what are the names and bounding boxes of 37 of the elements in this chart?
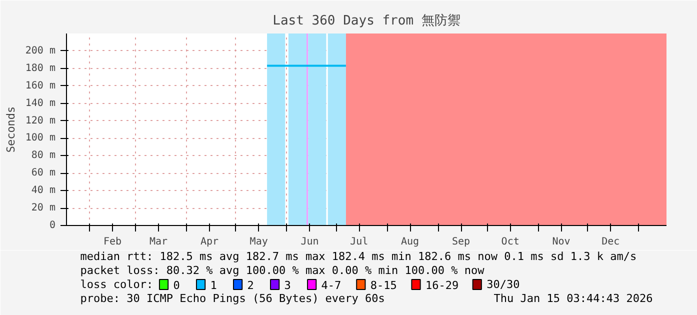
x-tick-label: Sep	[452, 236, 470, 248]
text: probe: 30 ICMP Echo Pings (56 Bytes) every 60s	[80, 292, 385, 305]
x-tick-label: Jun	[300, 236, 319, 248]
x-tick-label: Mar	[150, 236, 168, 248]
text: packet loss: 80.32 % avg 100.00 % max 0.00 % min 100.00 % now	[80, 264, 485, 277]
y-tick-label: 140 m	[25, 98, 56, 109]
y-tick-label: 180 m	[25, 62, 56, 74]
legend-label: 16-29	[425, 279, 459, 292]
y-tick-label: 40 m	[31, 185, 56, 196]
x-tick-label: Oct	[501, 236, 520, 248]
legend-label: 8-15	[370, 279, 397, 292]
y-tick-label: 200 m	[25, 45, 56, 56]
x-tick-label: Nov	[552, 236, 570, 248]
y-tick-label: 20 m	[31, 202, 56, 214]
y-tick-label: 80 m	[31, 150, 56, 162]
y-tick-label: 160 m	[25, 80, 56, 92]
text: Thu Jan 15 03:44:43 2026	[494, 292, 653, 305]
y-tick-label: 60 m	[31, 168, 56, 179]
legend-label: 30/30	[486, 278, 520, 291]
x-tick-label: Jul	[350, 236, 368, 248]
x-tick-label: Dec	[602, 236, 620, 248]
x-tick-label: Aug	[401, 236, 420, 248]
x-tick-label: May	[250, 236, 268, 248]
y-axis-title: Seconds	[4, 106, 18, 153]
legend-title: loss color:	[80, 278, 154, 291]
legend-label: 4-7	[321, 279, 342, 292]
y-tick-label: 120 m	[25, 115, 56, 126]
legend-label: 1	[210, 279, 217, 292]
text: median rtt: 182.5 ms avg 182.7 ms max 182.4 ms min 182.6 ms now 0.1 ms sd 1.3 k am/s	[80, 250, 637, 263]
x-tick-label: Feb	[103, 236, 122, 248]
legend-label: 3	[284, 279, 291, 292]
y-tick-label: 100 m	[25, 132, 56, 144]
legend-label: 0	[173, 279, 180, 292]
chart-title: Last 360 Days from 無防禦	[272, 14, 460, 28]
legend-label: 2	[247, 279, 254, 292]
x-tick-label: Apr	[200, 236, 219, 248]
y-tick-label: 0	[49, 220, 56, 231]
